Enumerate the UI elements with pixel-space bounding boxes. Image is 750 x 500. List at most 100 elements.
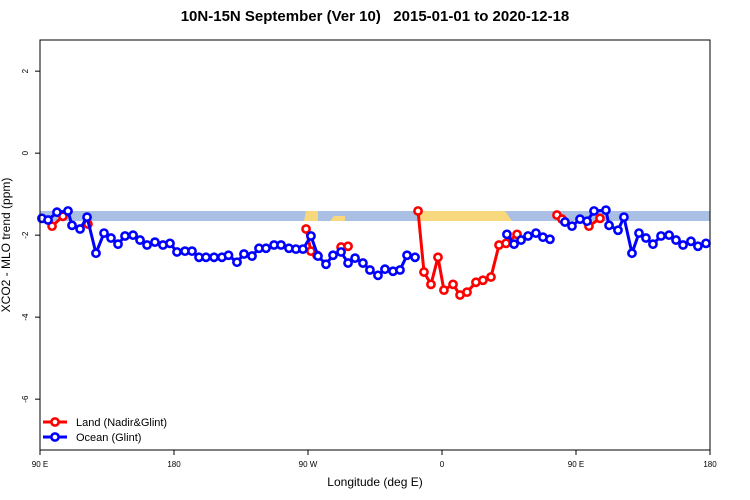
data-point [128, 230, 138, 241]
data-point [648, 239, 658, 250]
data-point [462, 287, 472, 298]
data-point [187, 246, 197, 257]
data-point [448, 279, 458, 290]
y-tick-label: -6 [21, 395, 30, 403]
coverage-band [40, 211, 710, 221]
data-point [232, 257, 242, 268]
data-point [678, 240, 688, 250]
data-point [276, 240, 286, 250]
band-land [330, 216, 345, 221]
data-point [106, 233, 116, 243]
data-point [589, 206, 599, 216]
data-point [52, 207, 62, 218]
data-point [395, 265, 405, 275]
x-tick-label: 0 [440, 460, 445, 469]
data-point [413, 206, 423, 216]
data-point [567, 221, 577, 232]
data-point [478, 275, 488, 286]
data-point [321, 259, 331, 270]
data-point [531, 228, 541, 239]
band-land [304, 211, 318, 221]
data-point [627, 248, 637, 259]
data-point [634, 228, 644, 239]
data-point [701, 238, 711, 249]
data-point [641, 233, 651, 243]
data-point [365, 265, 375, 275]
data-point [75, 224, 85, 234]
y-tick-label: 0 [21, 150, 30, 155]
data-point [439, 285, 449, 295]
data-point [656, 231, 666, 241]
data-point [43, 215, 53, 225]
legend-item: Ocean (Glint) [43, 432, 141, 444]
data-point [63, 206, 73, 216]
data-point [306, 231, 316, 241]
x-tick-label: 90 W [299, 460, 318, 469]
data-point [486, 272, 496, 282]
x-axis-label: Longitude (deg E) [327, 475, 422, 489]
x-tick-label: 90 E [32, 460, 48, 469]
data-point [664, 230, 674, 241]
data-point [595, 213, 605, 224]
data-point [239, 249, 249, 259]
data-point [380, 264, 390, 275]
data-point [509, 239, 519, 250]
data-point [336, 247, 346, 257]
data-point [82, 212, 92, 223]
data-point [686, 236, 696, 247]
data-point [560, 217, 570, 227]
legend-label: Ocean (Glint) [76, 432, 141, 444]
data-point [601, 205, 611, 216]
data-point [582, 216, 592, 227]
data-point [433, 252, 443, 263]
data-point [298, 244, 308, 254]
data-point [426, 279, 436, 290]
data-point [419, 267, 429, 277]
data-point [135, 235, 145, 245]
data-point [523, 231, 533, 241]
data-point [373, 270, 383, 281]
data-point [350, 253, 360, 264]
plot-area [37, 205, 711, 300]
legend-item: Land (Nadir&Glint) [43, 417, 167, 429]
data-point [247, 251, 257, 261]
data-point [313, 251, 323, 261]
x-tick-label: 180 [703, 460, 717, 469]
data-point [172, 247, 182, 257]
plot-frame [39, 39, 711, 451]
x-tick-label: 90 E [568, 460, 584, 469]
band-land [418, 211, 512, 221]
y-tick-label: -4 [21, 313, 30, 321]
x-tick-label: 180 [167, 460, 181, 469]
legend-marker [50, 432, 60, 442]
chart-title: 10N-15N September (Ver 10) 2015-01-01 to… [181, 8, 570, 25]
data-point [358, 258, 368, 268]
data-point [99, 228, 109, 239]
data-point [223, 250, 234, 261]
data-point [142, 240, 152, 250]
data-point [343, 241, 353, 252]
data-point [165, 238, 175, 249]
data-point [120, 231, 130, 241]
data-point [328, 250, 338, 261]
data-point [301, 224, 311, 234]
y-tick-label: 2 [21, 68, 30, 73]
data-point [545, 234, 555, 245]
data-point [261, 243, 271, 254]
y-tick-label: -2 [21, 231, 30, 239]
data-point [613, 225, 623, 236]
data-point [516, 235, 526, 245]
legend-marker [50, 417, 60, 427]
data-point [209, 252, 219, 263]
data-point [343, 258, 353, 268]
data-point [91, 248, 101, 259]
data-point [402, 250, 412, 261]
y-axis-label: XCO2 - MLO trend (ppm) [0, 178, 13, 313]
band-ocean [40, 211, 710, 221]
data-point [671, 235, 681, 245]
data-point [604, 220, 614, 231]
data-point [150, 237, 160, 248]
data-point [502, 229, 512, 240]
